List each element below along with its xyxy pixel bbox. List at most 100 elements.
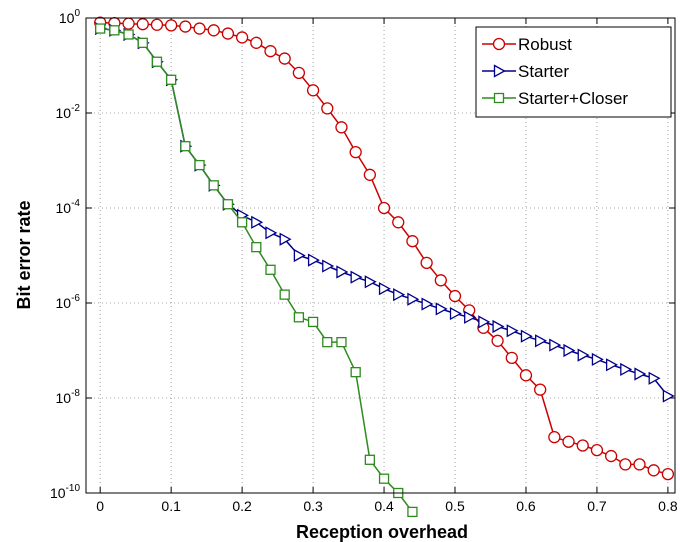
point-robust — [491, 334, 504, 347]
point-robust — [363, 168, 377, 181]
point-robust — [590, 443, 604, 457]
point-robust — [150, 18, 164, 31]
point-starter — [421, 297, 434, 311]
point-starter — [435, 302, 448, 316]
point-starter-closer — [251, 241, 262, 253]
point-robust — [221, 27, 235, 40]
x-tick-label: 0.6 — [516, 498, 536, 514]
point-robust — [505, 351, 518, 365]
y-tick-label: 100 — [59, 8, 81, 26]
point-starter — [293, 248, 306, 263]
point-starter-closer — [166, 74, 177, 85]
point-robust — [548, 430, 561, 444]
point-robust — [193, 22, 206, 35]
y-tick-label: 10-8 — [56, 388, 81, 406]
point-starter — [634, 367, 647, 381]
point-robust — [647, 464, 660, 477]
point-starter-closer — [378, 473, 390, 484]
point-robust — [235, 31, 249, 44]
plot-frame — [85, 17, 676, 494]
point-starter-closer — [151, 56, 163, 67]
point-robust — [448, 289, 462, 303]
legend-label-starter: Starter — [518, 62, 569, 81]
point-starter — [478, 315, 491, 329]
point-robust — [207, 24, 220, 37]
point-robust — [278, 52, 291, 65]
legend-label-robust: Robust — [518, 35, 572, 54]
point-starter — [464, 310, 477, 324]
point-starter-closer — [180, 141, 191, 152]
x-tick-label: 0.3 — [303, 498, 323, 514]
point-starter — [251, 215, 264, 229]
x-axis-title: Reception overhead — [296, 522, 468, 542]
x-tick-label: 0.4 — [374, 498, 394, 514]
x-tick-label: 0.5 — [445, 498, 465, 514]
point-starter — [350, 270, 363, 284]
point-robust — [406, 235, 419, 248]
point-starter-closer — [322, 336, 333, 348]
point-robust — [519, 369, 533, 382]
y-tick-label: 10-10 — [50, 483, 80, 501]
x-tick-label: 0.7 — [587, 498, 607, 514]
point-starter-closer — [236, 217, 248, 228]
point-starter-closer — [109, 25, 120, 36]
point-robust — [306, 84, 320, 97]
point-robust — [335, 121, 348, 134]
point-starter — [407, 292, 420, 306]
series-layer — [94, 16, 675, 518]
point-robust — [633, 458, 646, 471]
point-robust — [179, 20, 192, 33]
point-robust — [122, 17, 135, 30]
y-tick-label: 10-4 — [56, 198, 81, 216]
y-tick-label: 10-2 — [56, 103, 81, 121]
point-robust — [136, 18, 149, 31]
point-starter-closer — [194, 159, 205, 171]
point-starter-closer — [279, 289, 290, 300]
point-robust — [321, 102, 334, 115]
point-starter-closer — [350, 367, 361, 378]
point-starter-closer — [336, 336, 347, 348]
point-starter-closer — [364, 454, 376, 465]
point-robust — [534, 383, 547, 396]
point-starter — [577, 348, 590, 362]
point-robust — [619, 458, 632, 471]
point-starter — [336, 265, 349, 279]
point-starter — [506, 324, 519, 338]
legend-marker-starter — [493, 64, 506, 78]
y-axis-title: Bit error rate — [14, 200, 34, 309]
point-robust — [576, 439, 589, 452]
legend-marker-robust — [492, 37, 506, 51]
point-starter — [549, 338, 562, 352]
point-starter — [378, 282, 391, 296]
point-starter — [620, 362, 633, 377]
point-robust — [165, 19, 178, 32]
point-starter — [364, 275, 377, 289]
point-robust — [392, 216, 405, 229]
point-starter-closer — [123, 29, 134, 40]
point-robust — [292, 66, 306, 80]
point-robust — [250, 36, 263, 49]
point-starter — [307, 253, 320, 267]
point-starter-closer — [208, 180, 219, 191]
point-starter-closer — [407, 506, 418, 518]
point-robust — [377, 201, 391, 215]
point-starter — [563, 343, 576, 358]
point-starter — [279, 232, 292, 246]
point-robust — [420, 256, 433, 270]
point-robust — [434, 274, 447, 287]
point-starter — [662, 389, 675, 403]
legend-box — [475, 26, 672, 118]
y-tick-label: 10-6 — [56, 293, 81, 311]
x-tick-label: 0.2 — [232, 498, 252, 514]
point-robust — [661, 467, 675, 481]
series-robust — [94, 16, 675, 481]
point-starter — [393, 288, 406, 302]
point-starter-closer — [222, 199, 234, 210]
x-tick-label: 0.1 — [161, 498, 181, 514]
point-starter — [265, 226, 278, 240]
point-starter-closer — [137, 37, 148, 48]
point-starter-closer — [307, 316, 319, 328]
point-robust — [562, 435, 575, 448]
point-starter — [520, 329, 533, 343]
